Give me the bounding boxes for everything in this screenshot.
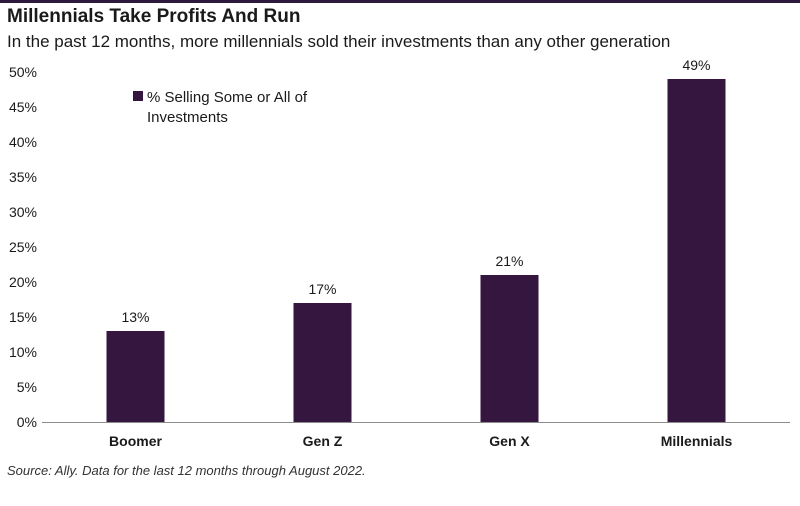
y-tick-label: 45%	[9, 99, 37, 115]
y-tick-label: 20%	[9, 274, 37, 290]
legend-label: Investments	[147, 109, 228, 126]
y-tick-label: 40%	[9, 134, 37, 150]
chart-subtitle: In the past 12 months, more millennials …	[7, 32, 671, 51]
category-label: Gen X	[489, 433, 530, 449]
y-tick-label: 30%	[9, 204, 37, 220]
y-tick-label: 15%	[9, 309, 37, 325]
data-label: 21%	[495, 253, 523, 269]
bar-boomer	[106, 331, 165, 422]
data-label: 17%	[308, 281, 336, 297]
y-tick-label: 0%	[17, 414, 37, 430]
chart-title: Millennials Take Profits And Run	[7, 6, 301, 27]
legend-label: % Selling Some or All of	[147, 89, 308, 106]
data-label: 49%	[682, 57, 710, 73]
legend-swatch	[133, 91, 143, 101]
data-label: 13%	[121, 309, 149, 325]
y-tick-label: 10%	[9, 344, 37, 360]
category-label: Millennials	[661, 433, 733, 449]
top-accent-bar	[0, 0, 800, 3]
category-label: Boomer	[109, 433, 162, 449]
category-label: Gen Z	[303, 433, 343, 449]
y-tick-label: 5%	[17, 379, 37, 395]
y-tick-label: 50%	[9, 64, 37, 80]
bar-gen-z	[293, 303, 352, 422]
bar-millennials	[667, 79, 726, 422]
y-tick-label: 35%	[9, 169, 37, 185]
y-tick-label: 25%	[9, 239, 37, 255]
bar-gen-x	[480, 275, 539, 422]
source-note: Source: Ally. Data for the last 12 month…	[7, 463, 366, 478]
